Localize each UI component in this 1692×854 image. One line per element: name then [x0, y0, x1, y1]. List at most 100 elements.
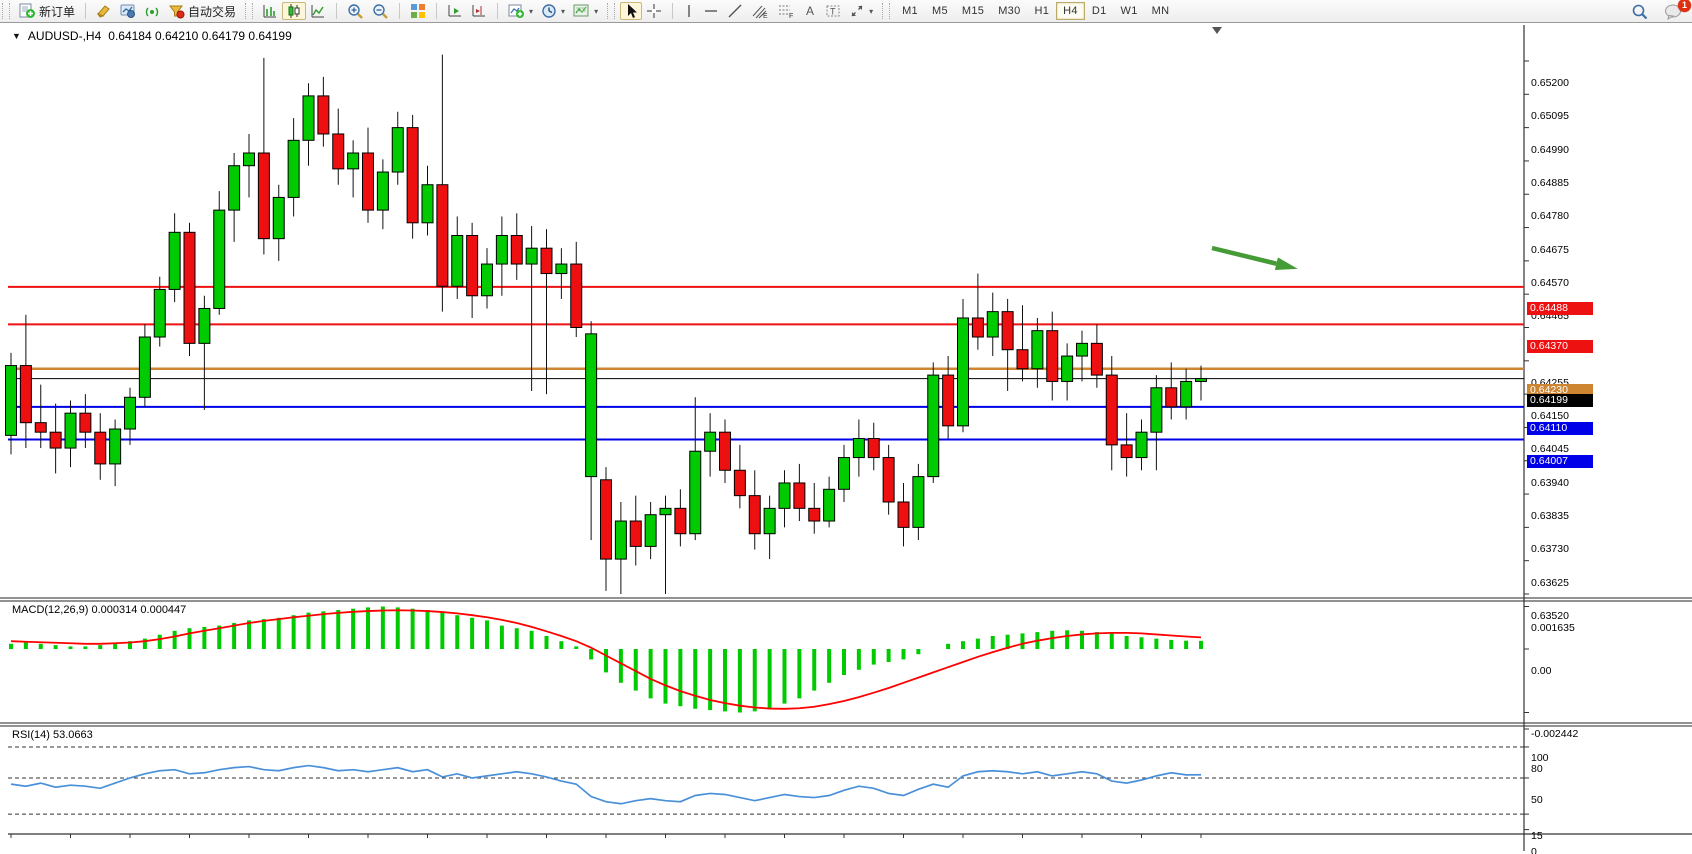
equidistant-channel-button[interactable]: E: [747, 2, 773, 20]
timeframe-button-M5[interactable]: M5: [931, 5, 948, 17]
timeframe-button-M30[interactable]: M30: [998, 5, 1021, 17]
timeframe-button-H1[interactable]: H1: [1034, 5, 1050, 17]
timeframe-button-H4[interactable]: H4: [1056, 2, 1085, 20]
search-button[interactable]: [1627, 2, 1652, 20]
trendline-icon: [727, 3, 743, 19]
symbol-period-label: AUDUSD-,H4: [27, 29, 102, 43]
candle: [272, 196, 285, 240]
toolbar-grip[interactable]: [245, 3, 254, 19]
tile-windows-button[interactable]: [406, 2, 430, 20]
chart-shift-button[interactable]: [467, 2, 491, 20]
gold-seal-icon: [96, 3, 112, 19]
candle: [466, 234, 479, 297]
text-button[interactable]: A: [799, 2, 821, 20]
timeframe-button-D1[interactable]: D1: [1091, 5, 1107, 17]
candle: [570, 263, 583, 328]
cursor-group: [617, 0, 669, 22]
rsi-tick: 100: [1531, 752, 1549, 764]
rsi-line: [10, 764, 1202, 805]
horizontal-line-button[interactable]: [699, 2, 723, 20]
toolbar-separator: [85, 3, 87, 19]
candle: [436, 184, 449, 287]
candle: [198, 307, 211, 344]
toolbar-separator: [436, 3, 438, 19]
macd-tick: 0.001635: [1531, 622, 1575, 635]
cursor-button[interactable]: [620, 2, 643, 20]
toolbar-grip[interactable]: [607, 3, 616, 19]
price-level-badge: 0.64230: [1527, 384, 1593, 398]
main-toolbar: 新订单: [0, 0, 1692, 23]
equidistant-channel-icon: E: [751, 3, 769, 19]
vertical-line-icon: [683, 3, 695, 19]
timeframe-button-M1[interactable]: M1: [902, 5, 918, 17]
autotrade-button[interactable]: 自动交易: [164, 2, 240, 20]
candle: [689, 450, 702, 535]
toolbar-grip[interactable]: [2, 3, 10, 19]
macd-signal-line: [10, 609, 1202, 710]
toolbar-grip[interactable]: [882, 3, 891, 19]
candle: [1135, 431, 1148, 459]
zoom-in-button[interactable]: [343, 2, 368, 20]
auto-scroll-button[interactable]: [443, 2, 467, 20]
trendline-button[interactable]: [723, 2, 747, 20]
candle: [183, 231, 196, 344]
profile-button[interactable]: [116, 2, 140, 20]
candlestick-chart-button[interactable]: [282, 2, 307, 20]
macd-label: MACD(12,26,9) 0.000314 0.000447: [12, 604, 187, 616]
chart-canvas[interactable]: [0, 23, 1692, 854]
candle: [719, 431, 731, 471]
text-label-button[interactable]: T: [821, 2, 845, 20]
candle: [614, 520, 627, 560]
dropdown-caret-icon: ▾: [869, 6, 874, 16]
dropdown-caret-icon: ▾: [529, 6, 534, 16]
candle: [525, 247, 538, 265]
candle: [986, 311, 999, 338]
zoom-group: [340, 0, 396, 22]
chart-window[interactable]: ▼ AUDUSD-,H4 0.64184 0.64210 0.64179 0.6…: [0, 22, 1692, 854]
insert-group: ▾ ▾ ▾: [501, 0, 605, 22]
template-button[interactable]: ▾: [569, 2, 602, 20]
candle: [808, 507, 821, 522]
price-level-badge: 0.64370: [1527, 339, 1593, 353]
fibonacci-button[interactable]: F: [773, 2, 799, 20]
vertical-line-button[interactable]: [679, 2, 699, 20]
price-tick: 0.65200: [1531, 77, 1569, 89]
line-chart-button[interactable]: [306, 2, 330, 20]
toolbar-separator: [399, 3, 401, 19]
template-icon: [573, 3, 590, 19]
market-watch-button[interactable]: [92, 2, 116, 20]
text-label-icon: T: [825, 3, 841, 19]
notifications-button[interactable]: 1: [1660, 0, 1691, 20]
candle: [882, 457, 895, 503]
price-level-badge: 0.64199: [1527, 394, 1593, 408]
add-indicator-button[interactable]: ▾: [504, 2, 537, 20]
timeframe-button-MN[interactable]: MN: [1151, 5, 1170, 17]
zoom-out-button[interactable]: [368, 2, 393, 20]
signal-button[interactable]: [140, 2, 164, 20]
candle: [555, 263, 568, 275]
candle: [674, 507, 687, 535]
crosshair-button[interactable]: [642, 2, 666, 20]
price-tick: 0.65095: [1531, 110, 1569, 123]
candlestick-chart-icon: [286, 3, 302, 19]
window-menu-icon[interactable]: ▼: [12, 31, 21, 41]
price-tick: 0.64675: [1531, 243, 1569, 256]
candle: [481, 263, 493, 297]
chart-type-group: [255, 0, 333, 22]
arrows-button[interactable]: ▾: [845, 2, 877, 20]
period-button[interactable]: ▾: [537, 2, 569, 20]
price-tick: 0.64990: [1531, 143, 1569, 156]
candle: [243, 152, 255, 167]
price-tick: 0.64885: [1531, 176, 1569, 189]
price-tick: 0.64045: [1531, 443, 1569, 456]
new-order-button[interactable]: 新订单: [15, 2, 79, 20]
line-chart-icon: [310, 3, 326, 19]
price-level-badge: 0.64007: [1527, 454, 1593, 468]
timeframe-button-W1[interactable]: W1: [1120, 5, 1138, 17]
candle: [94, 431, 107, 465]
bar-chart-button[interactable]: [258, 2, 282, 20]
candle: [49, 431, 62, 449]
order-group: 新订单: [12, 0, 82, 22]
candle: [1180, 380, 1193, 408]
timeframe-button-M15[interactable]: M15: [961, 5, 985, 17]
